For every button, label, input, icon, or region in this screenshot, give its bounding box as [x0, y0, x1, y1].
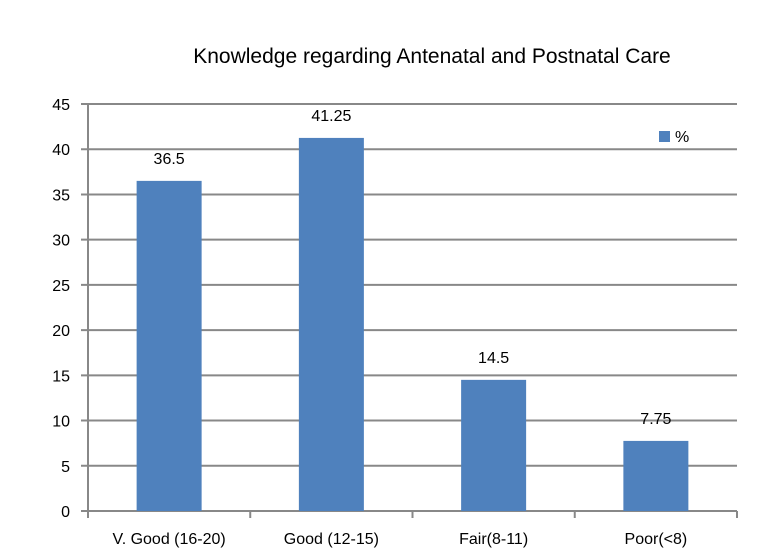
x-tick-label: Fair(8-11)	[459, 531, 528, 548]
y-tick-label: 0	[61, 504, 70, 521]
data-label: 41.25	[311, 108, 351, 125]
data-label: 7.75	[640, 411, 671, 428]
y-tick-label: 35	[52, 187, 70, 204]
chart-title: Knowledge regarding Antenatal and Postna…	[193, 45, 671, 68]
y-tick-label: 15	[52, 368, 70, 385]
x-tick-label: Poor(<8)	[625, 531, 688, 548]
y-tick-label: 40	[52, 142, 70, 159]
x-tick-label: Good (12-15)	[284, 531, 379, 548]
legend-label: %	[675, 129, 689, 146]
x-tick-label: V. Good (16-20)	[112, 531, 225, 548]
bar	[461, 379, 527, 511]
data-label: 14.5	[478, 350, 509, 367]
bar	[623, 440, 689, 511]
y-tick-label: 20	[52, 323, 70, 340]
y-tick-label: 30	[52, 233, 70, 250]
y-tick-label: 45	[52, 97, 70, 114]
y-tick-label: 25	[52, 278, 70, 295]
y-tick-label: 10	[52, 414, 70, 431]
data-label: 36.5	[154, 151, 185, 168]
bar	[298, 137, 364, 511]
y-tick-label: 5	[61, 459, 70, 476]
legend: %	[659, 129, 689, 146]
legend-swatch	[659, 131, 670, 142]
bar	[136, 180, 202, 511]
